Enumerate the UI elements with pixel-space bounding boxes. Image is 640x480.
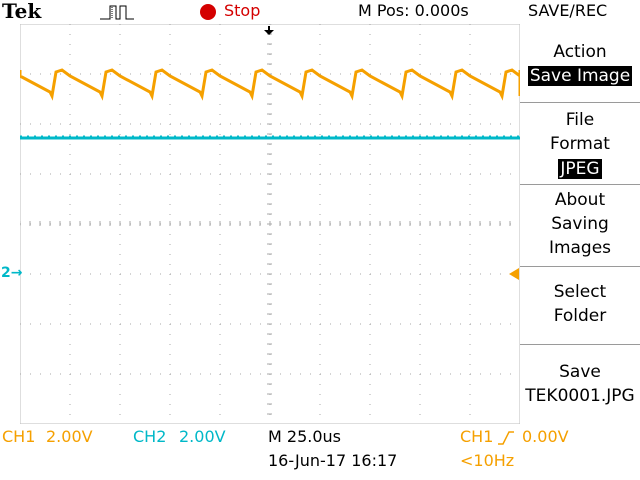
ch1-trace [20, 68, 520, 101]
about-saving-images-line2[interactable]: Saving [551, 214, 609, 234]
arrow-right-icon: → [10, 265, 23, 281]
ch2-ground-marker: 2→ [1, 265, 23, 281]
waveform-display [20, 24, 520, 424]
trigger-source: CH1 [460, 427, 494, 446]
datetime-readout: 16-Jun-17 16:17 [268, 451, 398, 470]
trigger-frequency: <10Hz [460, 451, 515, 470]
action-option[interactable]: Save Image [527, 66, 633, 86]
select-folder-button[interactable]: Select [553, 282, 607, 302]
trigger-level-marker-icon [509, 268, 519, 280]
file-format-option[interactable]: JPEG [558, 159, 602, 179]
ch2-scale: 2.00V [179, 427, 226, 446]
menu-divider [520, 266, 640, 267]
timebase-readout: M 25.0us [268, 427, 341, 446]
stop-indicator-icon [200, 4, 216, 20]
ch2-label: CH2 [133, 427, 167, 446]
trigger-level: 0.00V [522, 427, 569, 446]
select-folder-line2[interactable]: Folder [553, 306, 607, 326]
ch2-trace [20, 135, 520, 140]
menu-title: SAVE/REC [528, 1, 608, 20]
rising-edge-icon [498, 431, 514, 445]
menu-divider [520, 184, 640, 185]
horizontal-position-readout: M Pos: 0.000s [358, 1, 469, 20]
ch1-label: CH1 [2, 427, 36, 446]
save-filename[interactable]: TEK0001.JPG [525, 386, 635, 406]
ch1-scale: 2.00V [46, 427, 93, 446]
action-label[interactable]: Action [553, 42, 607, 62]
file-format-label-2[interactable]: Format [550, 134, 610, 154]
file-format-label[interactable]: File [565, 110, 595, 130]
acquisition-waveform-icon [100, 5, 134, 20]
run-state-label: Stop [224, 1, 261, 20]
about-saving-images-line3[interactable]: Images [548, 238, 612, 258]
about-saving-images-button[interactable]: About [554, 190, 606, 210]
menu-divider [520, 102, 640, 103]
menu-divider [520, 344, 640, 345]
trigger-position-marker [264, 30, 274, 35]
save-button[interactable]: Save [559, 362, 601, 382]
tek-logo: Tek [2, 0, 42, 23]
